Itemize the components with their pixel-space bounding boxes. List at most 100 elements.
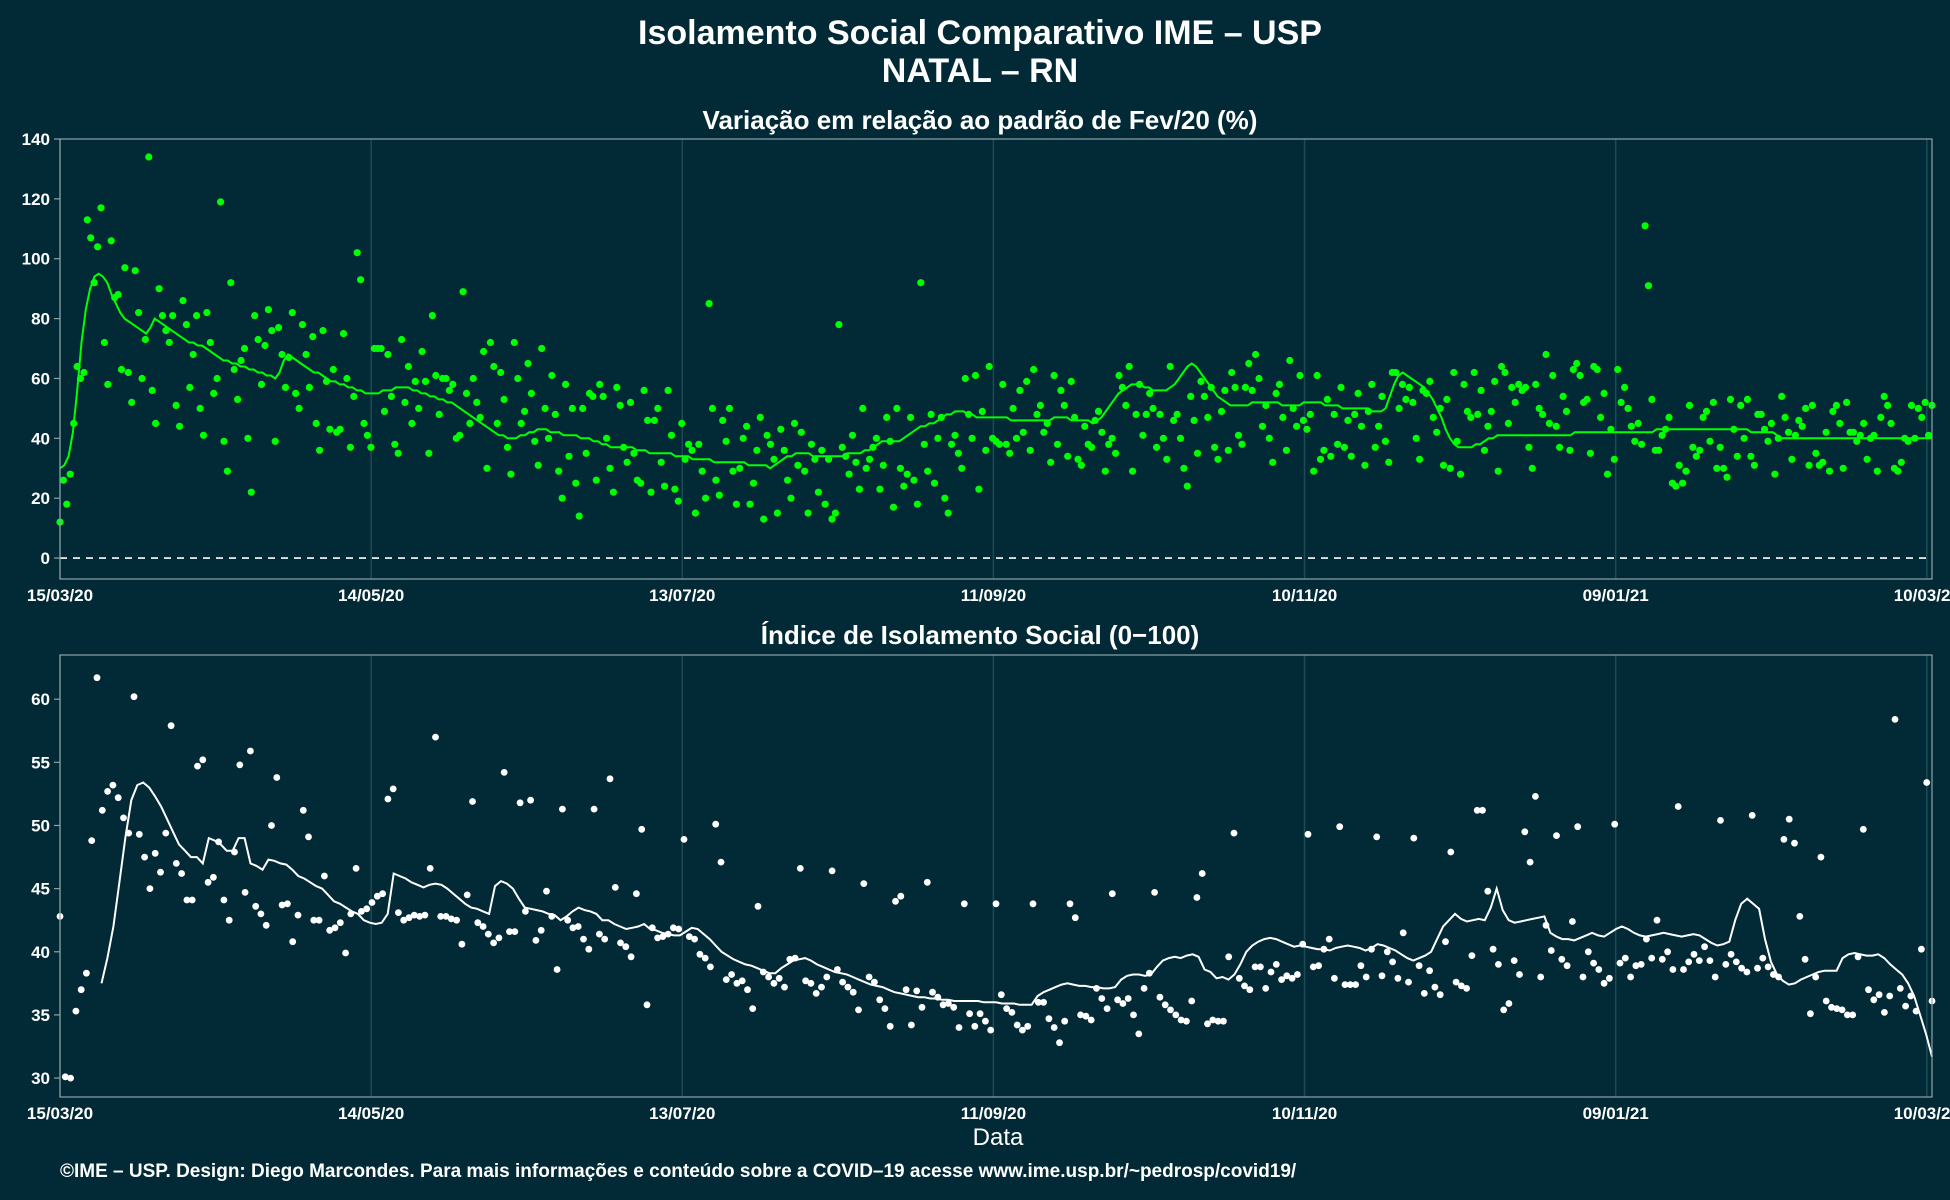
variation-point (855, 485, 864, 493)
variation-point (1696, 446, 1704, 454)
variation-point (1252, 350, 1260, 359)
index-point (601, 935, 609, 943)
index-point (1606, 974, 1613, 982)
variation-point (1843, 398, 1851, 406)
variation-point (1224, 446, 1232, 454)
variation-point (1248, 386, 1256, 394)
variation-point (1822, 428, 1830, 436)
index-point (352, 865, 360, 872)
index-point (437, 913, 445, 920)
variation-point (500, 395, 508, 403)
index-x-tick-3: 11/09/20 (961, 1104, 1026, 1123)
variation-point (1132, 410, 1140, 418)
index-point (1373, 833, 1381, 841)
index-x-tick-0: 15/03/20 (27, 1104, 93, 1123)
variation-point (1559, 392, 1567, 400)
variation-point (702, 494, 710, 502)
variation-point (1231, 383, 1239, 391)
variation-point (172, 401, 180, 409)
variation-point (124, 368, 132, 377)
variation-point (1016, 386, 1024, 394)
variation-point (1313, 371, 1321, 380)
variation-point (1094, 407, 1103, 415)
variation-point (1631, 437, 1639, 445)
variation-point (1098, 428, 1106, 436)
variation-point (206, 338, 214, 347)
variation-point (814, 488, 823, 496)
variation-point (1805, 461, 1813, 469)
index-point (1040, 998, 1047, 1006)
variation-point (319, 327, 327, 335)
variation-point (1289, 404, 1297, 412)
variation-point (1129, 467, 1137, 475)
variation-point (562, 380, 570, 388)
index-point (1119, 1000, 1127, 1007)
variation-point (746, 500, 754, 508)
index-point (685, 933, 693, 940)
index-point (1801, 955, 1809, 963)
variation-point (1767, 419, 1775, 427)
variation-point (486, 338, 494, 347)
variation-point (521, 407, 529, 415)
variation-point (688, 446, 696, 454)
variation-point (1030, 365, 1038, 374)
variation-point (1778, 392, 1786, 400)
variation-point (1682, 467, 1690, 475)
variation-point (391, 440, 399, 448)
variation-point (1409, 398, 1417, 406)
variation-point (1713, 464, 1721, 472)
index-point (1288, 974, 1296, 982)
index-point (929, 988, 936, 996)
index-point (1183, 1017, 1190, 1025)
variation-point (1655, 446, 1663, 454)
variation-point (579, 404, 587, 412)
variation-point (401, 398, 409, 406)
variation-point (1204, 413, 1212, 421)
variation-point (1689, 443, 1697, 451)
index-point (484, 930, 492, 938)
variation-point (760, 515, 768, 523)
variation-point (114, 291, 122, 299)
index-point (1727, 950, 1735, 958)
variation-point (644, 416, 652, 424)
index-point (225, 916, 233, 924)
variation-point (350, 392, 358, 400)
variation-point (227, 279, 235, 287)
variation-point (1552, 422, 1560, 430)
variation-point (138, 374, 146, 383)
index-point (1331, 974, 1338, 982)
variation-point (1720, 464, 1728, 472)
variation-point (131, 267, 139, 275)
variation-point (1675, 461, 1683, 469)
variation-point (517, 419, 525, 427)
index-point (1791, 839, 1798, 847)
index-point (522, 908, 529, 915)
index-point (479, 923, 487, 930)
index-point (432, 733, 439, 741)
variation-point (220, 437, 228, 445)
index-y-tick-1: 35 (31, 1006, 50, 1025)
variation-point (1511, 398, 1519, 406)
index-point (151, 849, 159, 857)
variation-point (1884, 401, 1892, 409)
variation-point (353, 249, 361, 257)
index-point (1193, 894, 1201, 901)
variation-point (838, 443, 846, 451)
variation-point (900, 482, 908, 490)
variation-trend-line (59, 272, 1932, 470)
index-point (88, 837, 96, 844)
variation-point (766, 440, 775, 448)
index-point (855, 1006, 862, 1014)
index-point (596, 930, 603, 938)
index-point (1082, 1012, 1090, 1020)
variation-point (1733, 452, 1741, 460)
index-point (1108, 890, 1116, 898)
index-point (881, 1005, 889, 1012)
index-point (1611, 820, 1619, 828)
index-point (1214, 1017, 1222, 1025)
variation-point (565, 452, 573, 460)
variation-chart-title: Variação em relação ao padrão de Fev/20 … (703, 105, 1258, 135)
variation-point (326, 425, 334, 433)
variation-point (1887, 419, 1895, 427)
variation-point (1439, 461, 1448, 469)
